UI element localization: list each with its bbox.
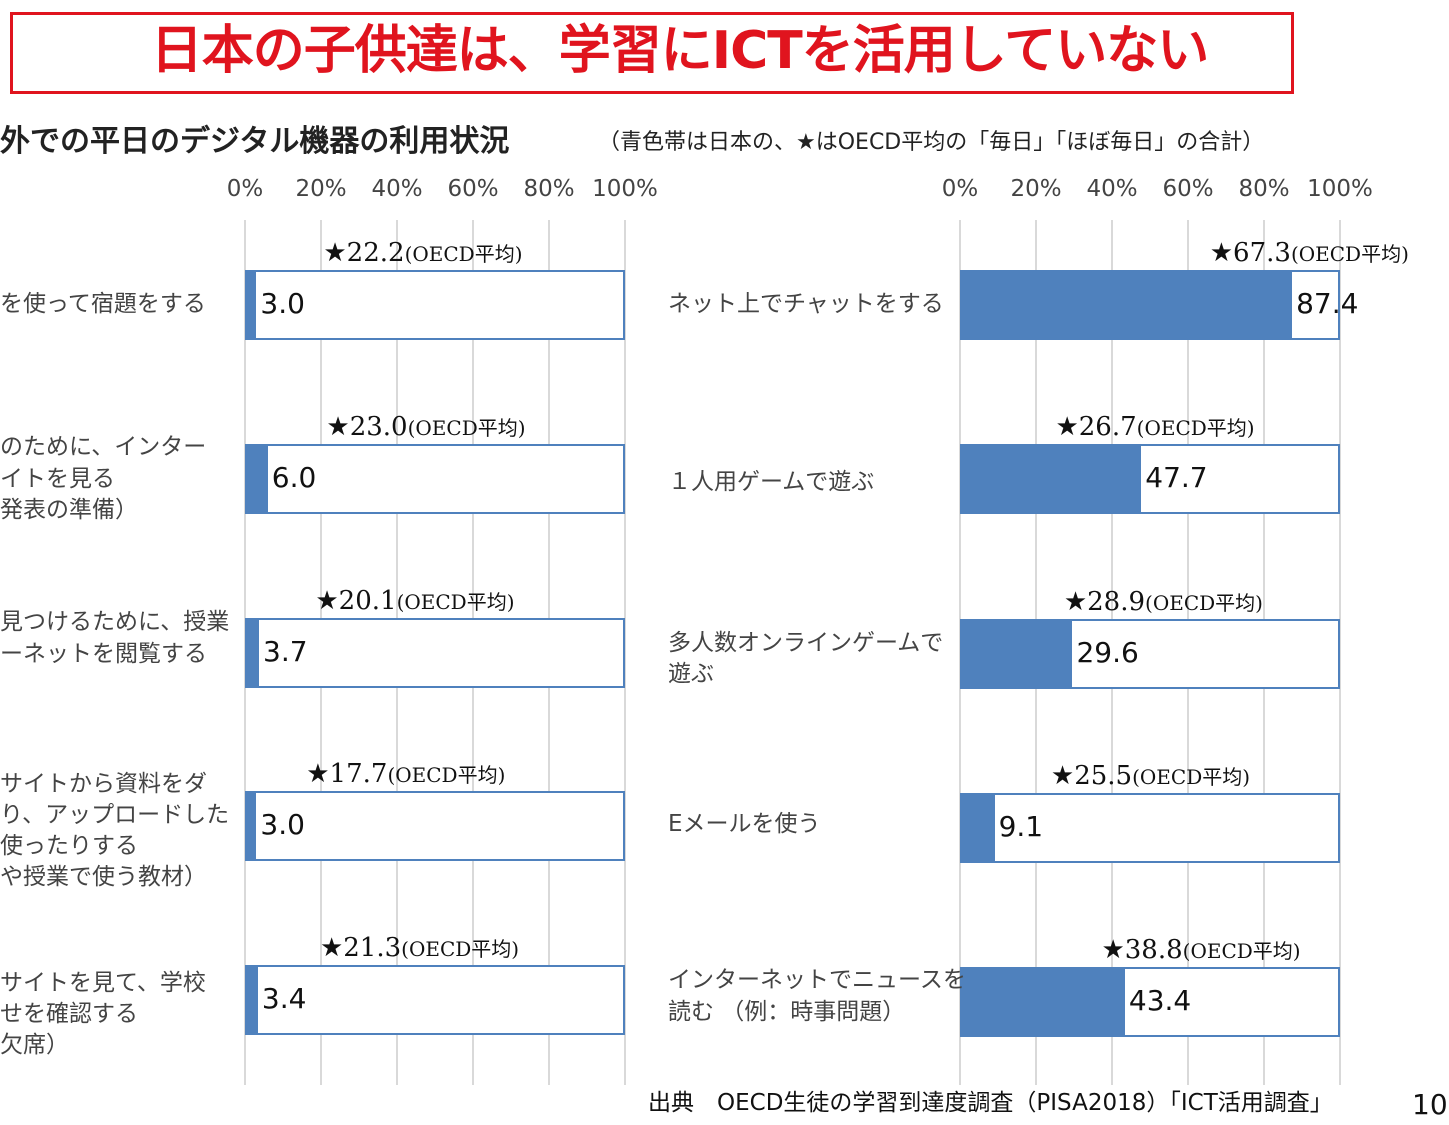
gridline — [1339, 220, 1341, 1085]
japan-bar — [245, 965, 258, 1035]
page-number: 10 — [1412, 1088, 1448, 1121]
x-tick-label: 100% — [592, 176, 658, 202]
category-label: ネット上でチャットをする — [668, 291, 944, 317]
japan-bar — [960, 967, 1125, 1037]
bar-outline — [245, 270, 625, 340]
oecd-average-label: ★67.3(OECD平均) — [1209, 238, 1409, 268]
bar-outline — [245, 965, 625, 1035]
category-label: 使ったりする — [0, 833, 138, 859]
japan-value-label: 3.0 — [260, 287, 305, 320]
oecd-average-label: ★38.8(OECD平均) — [1101, 935, 1301, 965]
x-tick-label: 100% — [1307, 176, 1373, 202]
category-label: を使って宿題をする — [0, 291, 206, 317]
slide-title: 日本の子供達は、学習にICTを活用していない — [150, 21, 1209, 81]
bar-outline — [245, 444, 625, 514]
category-label: インターネットでニュースを — [668, 967, 966, 993]
oecd-average-label: ★23.0(OECD平均) — [326, 412, 526, 442]
category-label: Eメールを使う — [668, 811, 821, 837]
category-label: イトを見る — [0, 466, 115, 492]
category-label: １人用ゲームで遊ぶ — [668, 469, 875, 495]
japan-bar — [960, 444, 1142, 514]
x-tick-label: 0% — [941, 176, 979, 202]
oecd-average-label: ★21.3(OECD平均) — [319, 933, 520, 963]
chart-note: （青色帯は日本の、★はOECD平均の「毎日」「ほぼ毎日」の合計） — [598, 130, 1265, 155]
japan-value-label: 3.4 — [261, 982, 307, 1015]
japan-bar — [245, 444, 268, 514]
bar-outline — [960, 793, 1340, 863]
category-label: サイトを見て、学校 — [0, 970, 206, 996]
x-tick-label: 40% — [371, 176, 423, 202]
japan-value-label: 87.4 — [1296, 287, 1359, 320]
bar-outline — [245, 791, 625, 861]
category-label: ーネットを閲覧する — [0, 641, 207, 667]
category-label: や授業で使う教材） — [0, 864, 207, 890]
x-tick-label: 0% — [226, 176, 264, 202]
oecd-average-label: ★17.7(OECD平均) — [306, 759, 506, 789]
japan-value-label: 29.6 — [1076, 636, 1139, 669]
japan-value-label: 6.0 — [271, 461, 317, 494]
oecd-average-label: ★26.7(OECD平均) — [1055, 412, 1255, 442]
x-tick-label: 40% — [1086, 176, 1138, 202]
category-label: 見つけるために、授業 — [0, 609, 230, 635]
bar-outline — [245, 618, 625, 688]
oecd-average-label: ★25.5(OECD平均) — [1050, 761, 1251, 791]
x-tick-label: 60% — [447, 176, 499, 202]
category-label: 読む （例：時事問題） — [668, 999, 906, 1025]
source-note: 出典 OECD生徒の学習到達度調査（PISA2018）「ICT活用調査」 — [648, 1090, 1333, 1116]
japan-value-label: 43.4 — [1128, 984, 1192, 1017]
japan-bar — [960, 793, 995, 863]
japan-value-label: 3.7 — [263, 635, 308, 668]
category-label: り、アップロードした — [0, 802, 230, 828]
japan-bar — [245, 791, 257, 861]
category-label: のために、インター — [0, 434, 207, 460]
japan-bar — [960, 270, 1293, 340]
category-label: サイトから資料をダ — [0, 771, 207, 797]
japan-bar — [245, 270, 257, 340]
category-label: 多人数オンラインゲームで — [668, 630, 944, 656]
x-tick-label: 80% — [1238, 176, 1290, 202]
oecd-average-label: ★20.1(OECD平均) — [315, 586, 515, 616]
category-label: 発表の準備） — [0, 497, 138, 523]
x-tick-label: 20% — [1010, 176, 1062, 202]
x-tick-label: 20% — [295, 176, 347, 202]
oecd-average-label: ★22.2(OECD平均) — [323, 238, 523, 268]
title-box — [10, 12, 1294, 94]
oecd-average-label: ★28.9(OECD平均) — [1063, 587, 1263, 617]
gridline — [624, 220, 626, 1085]
x-tick-label: 80% — [523, 176, 575, 202]
category-label: 欠席） — [0, 1032, 69, 1058]
japan-bar — [960, 619, 1073, 689]
x-tick-label: 60% — [1162, 176, 1214, 202]
category-label: せを確認する — [0, 1001, 138, 1027]
chart-subtitle: 外での平日のデジタル機器の利用状況 — [0, 124, 510, 159]
japan-bar — [245, 618, 260, 688]
japan-value-label: 9.1 — [998, 810, 1044, 843]
category-label: 遊ぶ — [668, 661, 714, 687]
japan-value-label: 3.0 — [260, 808, 305, 841]
japan-value-label: 47.7 — [1145, 461, 1208, 494]
